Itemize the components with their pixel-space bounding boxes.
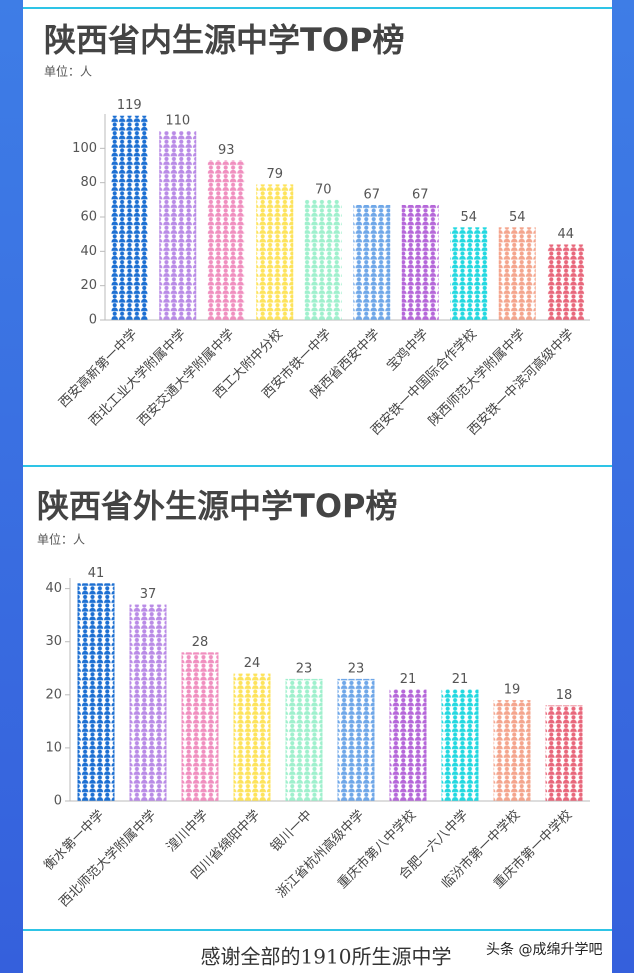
y-tick-label: 0 — [89, 313, 97, 328]
bar — [129, 604, 167, 801]
value-label: 54 — [460, 210, 477, 225]
bar — [389, 689, 427, 801]
chart-title: 陕西省内生源中学TOP榜 — [44, 21, 405, 59]
y-tick-label: 100 — [72, 141, 97, 156]
bar — [256, 184, 294, 320]
value-label: 119 — [117, 98, 142, 113]
y-tick-label: 20 — [80, 278, 97, 293]
bar — [353, 204, 391, 320]
value-label: 54 — [509, 210, 526, 225]
y-tick-label: 10 — [45, 740, 62, 755]
bar — [545, 705, 583, 801]
bar — [547, 244, 585, 320]
y-tick-label: 60 — [80, 210, 97, 225]
bar — [77, 583, 115, 801]
bar — [498, 227, 536, 320]
value-label: 67 — [412, 187, 429, 202]
unit-label: 单位：人 — [44, 64, 92, 79]
value-label: 21 — [452, 672, 469, 687]
bar — [207, 160, 245, 320]
value-label: 37 — [140, 587, 157, 602]
value-label: 19 — [504, 683, 521, 698]
bar — [159, 131, 197, 320]
bar — [493, 700, 531, 801]
bar — [110, 115, 148, 320]
bar — [450, 227, 488, 320]
value-label: 21 — [400, 672, 417, 687]
chart-title: 陕西省外生源中学TOP榜 — [37, 487, 398, 525]
bar — [181, 652, 219, 801]
bar — [337, 678, 375, 801]
value-label: 28 — [192, 635, 209, 650]
value-label: 70 — [315, 182, 332, 197]
watermark: 头条 @成绵升学吧 — [486, 941, 602, 958]
value-label: 23 — [296, 661, 313, 676]
value-label: 79 — [266, 167, 283, 182]
value-label: 67 — [363, 187, 380, 202]
value-label: 110 — [165, 114, 190, 129]
bar — [233, 673, 271, 801]
y-tick-label: 30 — [45, 634, 62, 649]
value-label: 18 — [556, 688, 573, 703]
value-label: 23 — [348, 661, 365, 676]
y-tick-label: 40 — [80, 244, 97, 259]
y-tick-label: 0 — [54, 794, 62, 809]
y-tick-label: 40 — [45, 581, 62, 596]
bar — [285, 678, 323, 801]
bar — [401, 204, 439, 320]
value-label: 44 — [557, 227, 574, 242]
y-tick-label: 80 — [80, 175, 97, 190]
value-label: 41 — [88, 566, 105, 581]
value-label: 24 — [244, 656, 261, 671]
y-tick-label: 20 — [45, 687, 62, 702]
bar — [441, 689, 479, 801]
bar — [304, 199, 342, 320]
footer-text: 感谢全部的1910所生源中学 — [201, 945, 452, 969]
value-label: 93 — [218, 143, 235, 158]
unit-label: 单位：人 — [37, 532, 85, 547]
